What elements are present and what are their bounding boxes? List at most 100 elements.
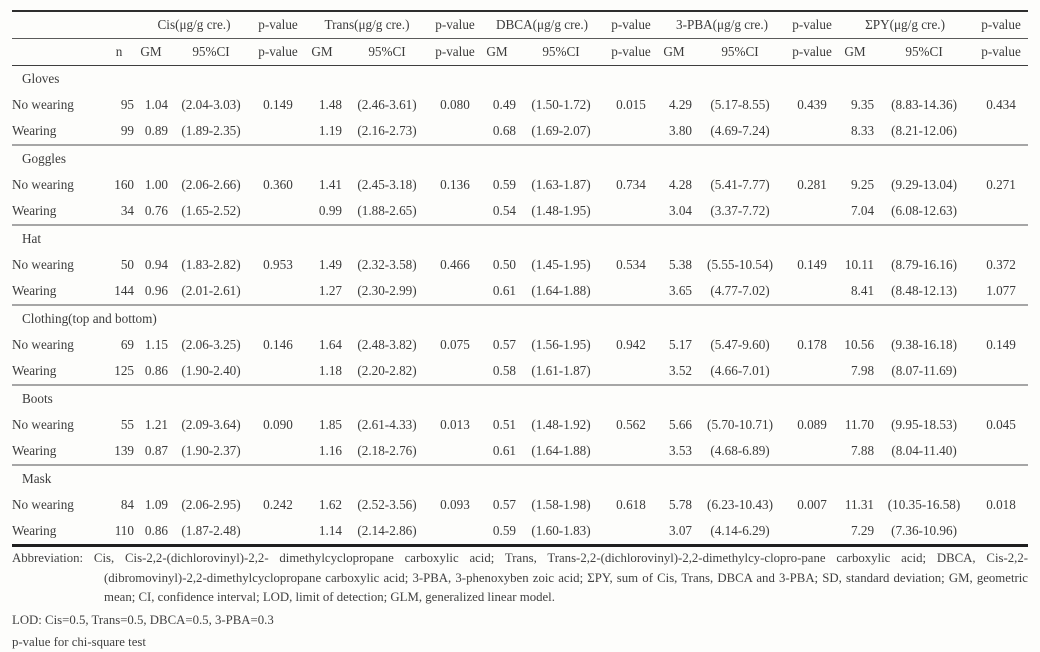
cell-ci: (1.64-1.88)	[531, 443, 591, 458]
cell-gm: 0.86	[144, 363, 168, 378]
group-label: Mask	[12, 464, 1029, 492]
cell-n: 50	[120, 257, 134, 272]
cell-p	[788, 198, 836, 225]
cell-p: 0.360	[263, 177, 293, 192]
cell-n: 160	[114, 177, 134, 192]
cell-p	[788, 518, 836, 546]
table-row: Wearing 34 0.76 (1.65-2.52) 0.99 (1.88-2.65) 0…	[12, 198, 1028, 225]
gm-header: GM	[302, 38, 342, 66]
ci-header: 95%CI	[874, 38, 975, 66]
table-body: Gloves No wearing 95 1.04 (2.04-3.03) 0.149 1.…	[12, 66, 1029, 546]
cell-p: 0.015	[616, 97, 646, 112]
cell-p	[432, 358, 478, 385]
cell-ci: (1.64-1.88)	[531, 283, 591, 298]
cell-ci: (4.69-7.24)	[710, 123, 770, 138]
cell-n: 144	[114, 283, 134, 298]
cell-gm: 0.76	[144, 203, 168, 218]
table-row: No wearing 50 0.94 (1.83-2.82) 0.953 1.49 (2.3…	[12, 252, 1028, 278]
cell-ci: (2.06-2.95)	[181, 497, 241, 512]
cell-p	[432, 198, 478, 225]
cell-p	[606, 438, 656, 465]
cell-ci: (2.14-2.86)	[357, 523, 417, 538]
cell-gm: 0.59	[492, 177, 516, 192]
cell-gm: 1.27	[318, 283, 342, 298]
cell-p	[432, 278, 478, 305]
cell-p: 0.018	[986, 497, 1016, 512]
p-value-group-header: p-value	[606, 11, 657, 39]
cell-gm: 0.57	[492, 337, 516, 352]
cell-p: 0.090	[263, 417, 293, 432]
cell-gm: 9.35	[850, 97, 875, 112]
cell-p	[254, 358, 302, 385]
cell-ci: (7.36-10.96)	[891, 523, 957, 538]
cell-ci: (1.83-2.82)	[181, 257, 241, 272]
table-footnotes: Abbreviation: Cis, Cis-2,2-(dichloroviny…	[12, 549, 1028, 651]
cell-n: 34	[120, 203, 134, 218]
cell-p: 0.466	[440, 257, 470, 272]
cell-ci: (5.41-7.77)	[710, 177, 770, 192]
analyte-header: ΣPY(μg/g cre.)	[836, 11, 975, 39]
p-value-group-header: p-value	[432, 11, 478, 39]
cell-p: 0.439	[797, 97, 827, 112]
p-value-group-header: p-value	[974, 11, 1029, 39]
cell-p	[974, 518, 1028, 546]
cell-ci: (2.61-4.33)	[357, 417, 417, 432]
cell-gm: 10.11	[844, 257, 875, 272]
cell-n: 125	[114, 363, 134, 378]
row-label: No wearing	[12, 177, 74, 192]
table-row: Wearing 125 0.86 (1.90-2.40) 1.18 (2.20-2.82)…	[12, 358, 1028, 385]
row-label: Wearing	[12, 443, 57, 458]
cell-gm: 0.89	[144, 123, 168, 138]
cell-ci: (1.90-2.37)	[181, 443, 241, 458]
cell-ci: (4.77-7.02)	[710, 283, 770, 298]
cell-ci: (9.38-16.18)	[891, 337, 957, 352]
cell-gm: 7.29	[850, 523, 875, 538]
row-label: No wearing	[12, 97, 74, 112]
cell-gm: 1.16	[318, 443, 342, 458]
row-label: Wearing	[12, 523, 57, 538]
cell-ci: (4.14-6.29)	[710, 523, 770, 538]
cell-p	[254, 438, 302, 465]
cell-gm: 7.04	[850, 203, 875, 218]
cell-ci: (9.29-13.04)	[891, 177, 957, 192]
cell-p	[606, 118, 656, 145]
cell-p: 0.149	[263, 97, 293, 112]
p-header: p-value	[606, 38, 657, 66]
analyte-header: 3-PBA(μg/g cre.)	[656, 11, 789, 39]
table-row: Wearing 139 0.87 (1.90-2.37) 1.16 (2.18-2.76)…	[12, 438, 1028, 465]
cell-p: 0.149	[797, 257, 827, 272]
cell-ci: (8.04-11.40)	[891, 443, 957, 458]
cell-gm: 0.61	[492, 443, 516, 458]
cell-ci: (8.07-11.69)	[891, 363, 957, 378]
cell-ci: (1.69-2.07)	[531, 123, 591, 138]
cell-ci: (5.17-8.55)	[710, 97, 770, 112]
cell-p: 0.080	[440, 97, 470, 112]
row-label: Wearing	[12, 203, 57, 218]
analyte-header: Cis(μg/g cre.)	[134, 11, 254, 39]
p-value-note: p-value for chi-square test	[12, 634, 146, 649]
cell-ci: (6.08-12.63)	[891, 203, 957, 218]
cell-gm: 3.04	[668, 203, 693, 218]
cell-gm: 4.29	[668, 97, 693, 112]
cell-ci: (6.23-10.43)	[707, 497, 773, 512]
cell-n: 99	[120, 123, 134, 138]
cell-p	[606, 278, 656, 305]
cell-ci: (1.45-1.95)	[531, 257, 591, 272]
cell-ci: (1.58-1.98)	[531, 497, 591, 512]
p-header: p-value	[788, 38, 837, 66]
cell-p: 0.534	[616, 257, 646, 272]
cell-ci: (1.61-1.87)	[531, 363, 591, 378]
cell-p: 0.562	[616, 417, 646, 432]
cell-gm: 0.50	[492, 257, 516, 272]
cell-gm: 5.38	[668, 257, 693, 272]
cell-p: 0.045	[986, 417, 1016, 432]
cell-gm: 1.85	[318, 417, 342, 432]
cell-p	[788, 438, 836, 465]
cell-p	[432, 518, 478, 546]
cell-ci: (5.47-9.60)	[710, 337, 770, 352]
cell-gm: 1.62	[318, 497, 342, 512]
cell-gm: 1.15	[144, 337, 168, 352]
cell-gm: 11.31	[844, 497, 875, 512]
group-label: Boots	[12, 384, 1029, 412]
